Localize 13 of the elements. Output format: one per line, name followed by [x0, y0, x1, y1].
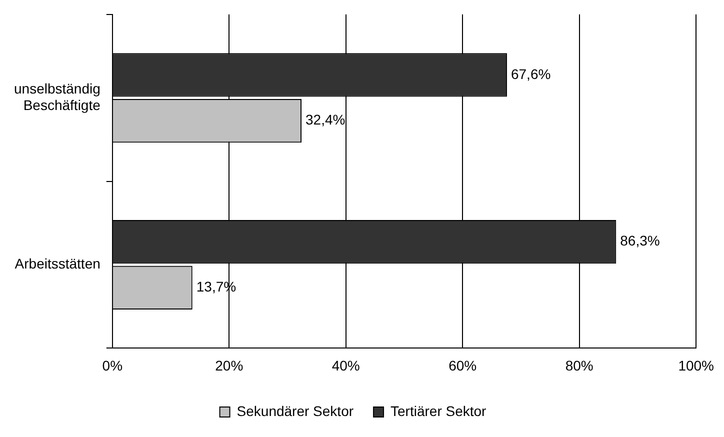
data-label: 67,6%: [510, 66, 551, 82]
legend-label: Tertiärer Sektor: [390, 402, 487, 419]
x-tick-label: 20%: [215, 357, 244, 374]
data-label: 32,4%: [306, 112, 346, 128]
data-label: 86,3%: [620, 232, 660, 249]
x-tick-label: 40%: [332, 357, 360, 374]
y-tick-label: unselbständig Beschäftigte: [14, 80, 101, 114]
x-tick-label: 80%: [565, 357, 594, 374]
legend-label: Sekundärer Sektor: [236, 402, 354, 419]
x-tick-label: 60%: [448, 357, 477, 374]
x-tick-label: 100%: [678, 357, 714, 374]
y-tick-label: Arbeitsstätten: [14, 256, 100, 272]
x-tick-label: 0%: [102, 357, 123, 374]
